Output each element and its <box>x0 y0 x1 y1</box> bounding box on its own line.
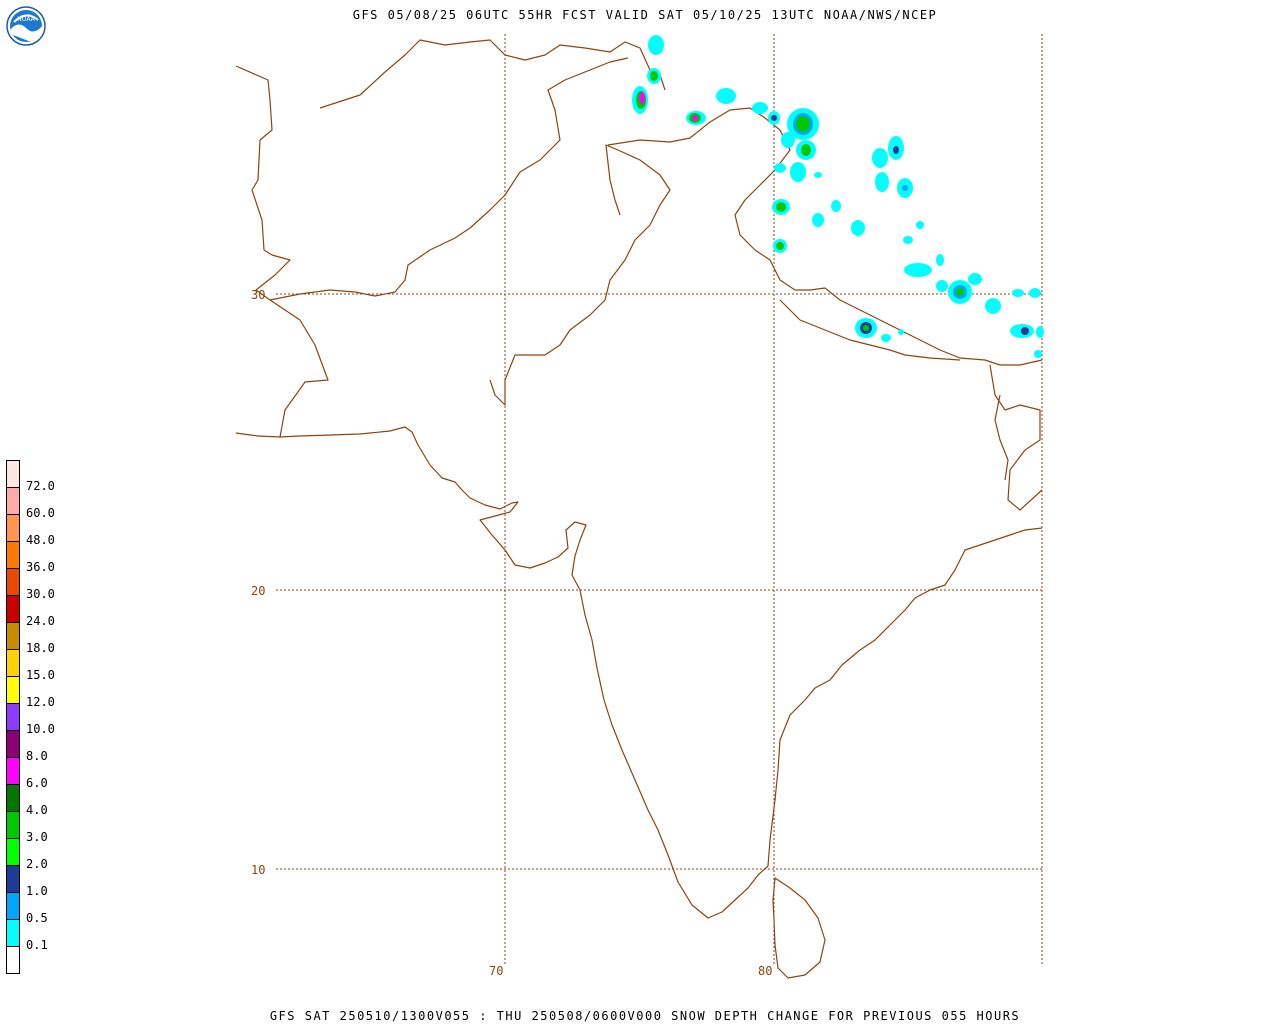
legend-label: 12.0 <box>26 695 55 709</box>
legend-label: 60.0 <box>26 506 55 520</box>
border-myanmar <box>994 394 1009 481</box>
legend-label: 1.0 <box>26 884 48 898</box>
legend-label: 8.0 <box>26 749 48 763</box>
border-afghanistan-iran <box>235 65 329 438</box>
lat-label-20: 20 <box>251 584 265 598</box>
legend-label: 36.0 <box>26 560 55 574</box>
legend-swatch <box>6 568 20 596</box>
legend-swatch <box>6 595 20 623</box>
legend-swatch <box>6 622 20 650</box>
legend-swatch <box>6 514 20 542</box>
legend-swatch <box>6 730 20 758</box>
legend-swatch <box>6 757 20 785</box>
legend-swatch <box>6 676 20 704</box>
map-footer: GFS SAT 250510/1300V055 : THU 250508/060… <box>269 1009 1021 1023</box>
legend-label: 0.1 <box>26 938 48 952</box>
snow-depth-shading <box>632 35 1044 358</box>
border-afghanistan-pakistan <box>269 57 629 301</box>
legend-swatch <box>6 649 20 677</box>
logo-text: NOAA <box>17 16 35 23</box>
border-afghanistan-north <box>319 39 666 109</box>
india-west-coast <box>235 426 1043 919</box>
border-bangladesh <box>989 364 1043 511</box>
legend-swatch <box>6 865 20 893</box>
color-legend: 72.0 60.0 48.0 36.0 30.0 24.0 18.0 15.0 12.0 10.0… <box>6 460 86 974</box>
legend-swatch <box>6 784 20 812</box>
legend-label: 3.0 <box>26 830 48 844</box>
border-nepal-india <box>779 299 961 361</box>
map-title: GFS 05/08/25 06UTC 55HR FCST VALID SAT 0… <box>352 8 938 22</box>
legend-label: 30.0 <box>26 587 55 601</box>
legend-label: 10.0 <box>26 722 55 736</box>
legend-swatch <box>6 946 20 974</box>
lon-label-70: 70 <box>489 964 503 978</box>
legend-swatch <box>6 460 20 488</box>
legend-swatch <box>6 892 20 920</box>
lat-label-30: 30 <box>251 288 265 302</box>
legend-label: 4.0 <box>26 803 48 817</box>
legend-label: 15.0 <box>26 668 55 682</box>
sri-lanka-coast <box>772 877 826 979</box>
legend-label: 6.0 <box>26 776 48 790</box>
noaa-logo-icon: NOAA <box>6 6 46 46</box>
lat-label-10: 10 <box>251 863 265 877</box>
legend-swatch <box>6 838 20 866</box>
legend-swatch <box>6 703 20 731</box>
legend-label: 24.0 <box>26 614 55 628</box>
legend-label: 48.0 <box>26 533 55 547</box>
legend-label: 2.0 <box>26 857 48 871</box>
legend-swatch <box>6 919 20 947</box>
legend-label: 72.0 <box>26 479 55 493</box>
legend-swatch <box>6 541 20 569</box>
legend-label: 18.0 <box>26 641 55 655</box>
legend-label: 0.5 <box>26 911 48 925</box>
lon-label-80: 80 <box>758 964 772 978</box>
legend-swatch <box>6 811 20 839</box>
border-pakistan-india <box>489 144 671 406</box>
coastlines <box>235 39 1043 979</box>
border-kashmir <box>607 107 1043 366</box>
legend-swatch <box>6 487 20 515</box>
